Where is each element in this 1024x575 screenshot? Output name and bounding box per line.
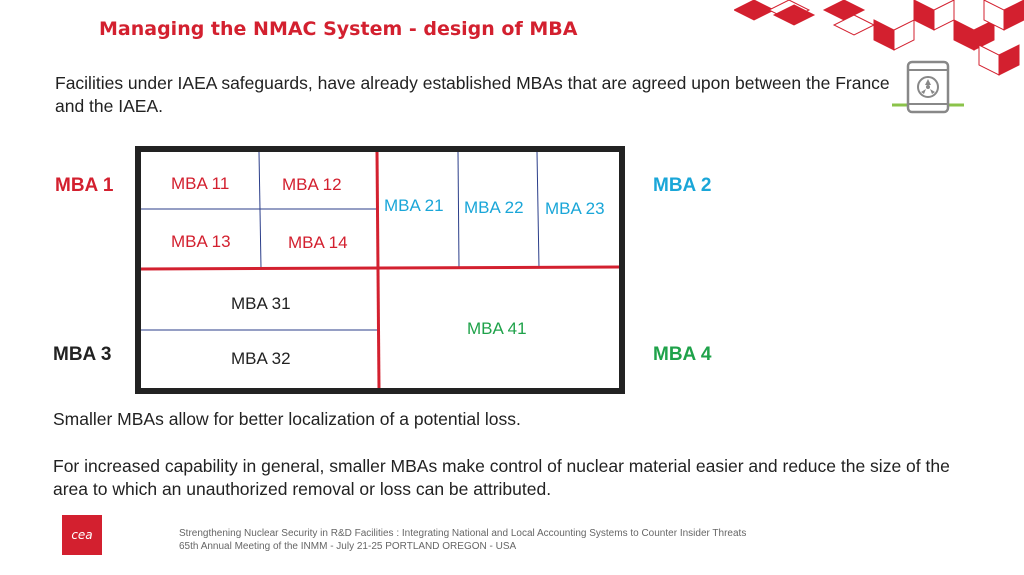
localization-paragraph: Smaller MBAs allow for better localizati… xyxy=(53,409,521,429)
mba-22-cell: MBA 22 xyxy=(464,198,524,217)
mba-31-cell: MBA 31 xyxy=(231,294,291,313)
red-cubes-pattern-icon xyxy=(734,0,1024,76)
mba-1-label: MBA 1 xyxy=(55,175,114,196)
cea-logo-text: cea xyxy=(71,528,93,542)
mba-2-label: MBA 2 xyxy=(653,175,712,196)
slide-title: Managing the NMAC System - design of MBA xyxy=(99,18,578,40)
mba-32-cell: MBA 32 xyxy=(231,349,291,368)
mba-12-cell: MBA 12 xyxy=(282,175,342,194)
cea-logo: cea xyxy=(62,515,102,555)
mba-13-cell: MBA 13 xyxy=(171,232,231,251)
radioactive-barrel-icon xyxy=(892,60,964,114)
mba-23-cell: MBA 23 xyxy=(545,199,605,218)
mba-4-label: MBA 4 xyxy=(653,344,712,365)
footer: Strengthening Nuclear Security in R&D Fa… xyxy=(179,527,746,553)
mba-21-cell: MBA 21 xyxy=(384,196,444,215)
mba-11-cell: MBA 11 xyxy=(171,174,230,193)
facility-floor-plan: MBA 11 MBA 12 MBA 13 MBA 14 MBA 21 MBA 2… xyxy=(135,146,625,394)
footer-line-2: 65th Annual Meeting of the INMM - July 2… xyxy=(179,541,517,552)
intro-text: Facilities under IAEA safeguards, have a… xyxy=(55,73,890,116)
mba-41-cell: MBA 41 xyxy=(467,319,527,338)
footer-line-1: Strengthening Nuclear Security in R&D Fa… xyxy=(179,528,747,539)
mba-3-label: MBA 3 xyxy=(53,344,112,365)
floor-plan-lines xyxy=(141,152,619,388)
capability-paragraph: For increased capability in general, sma… xyxy=(53,456,950,499)
mba-14-cell: MBA 14 xyxy=(288,233,348,252)
